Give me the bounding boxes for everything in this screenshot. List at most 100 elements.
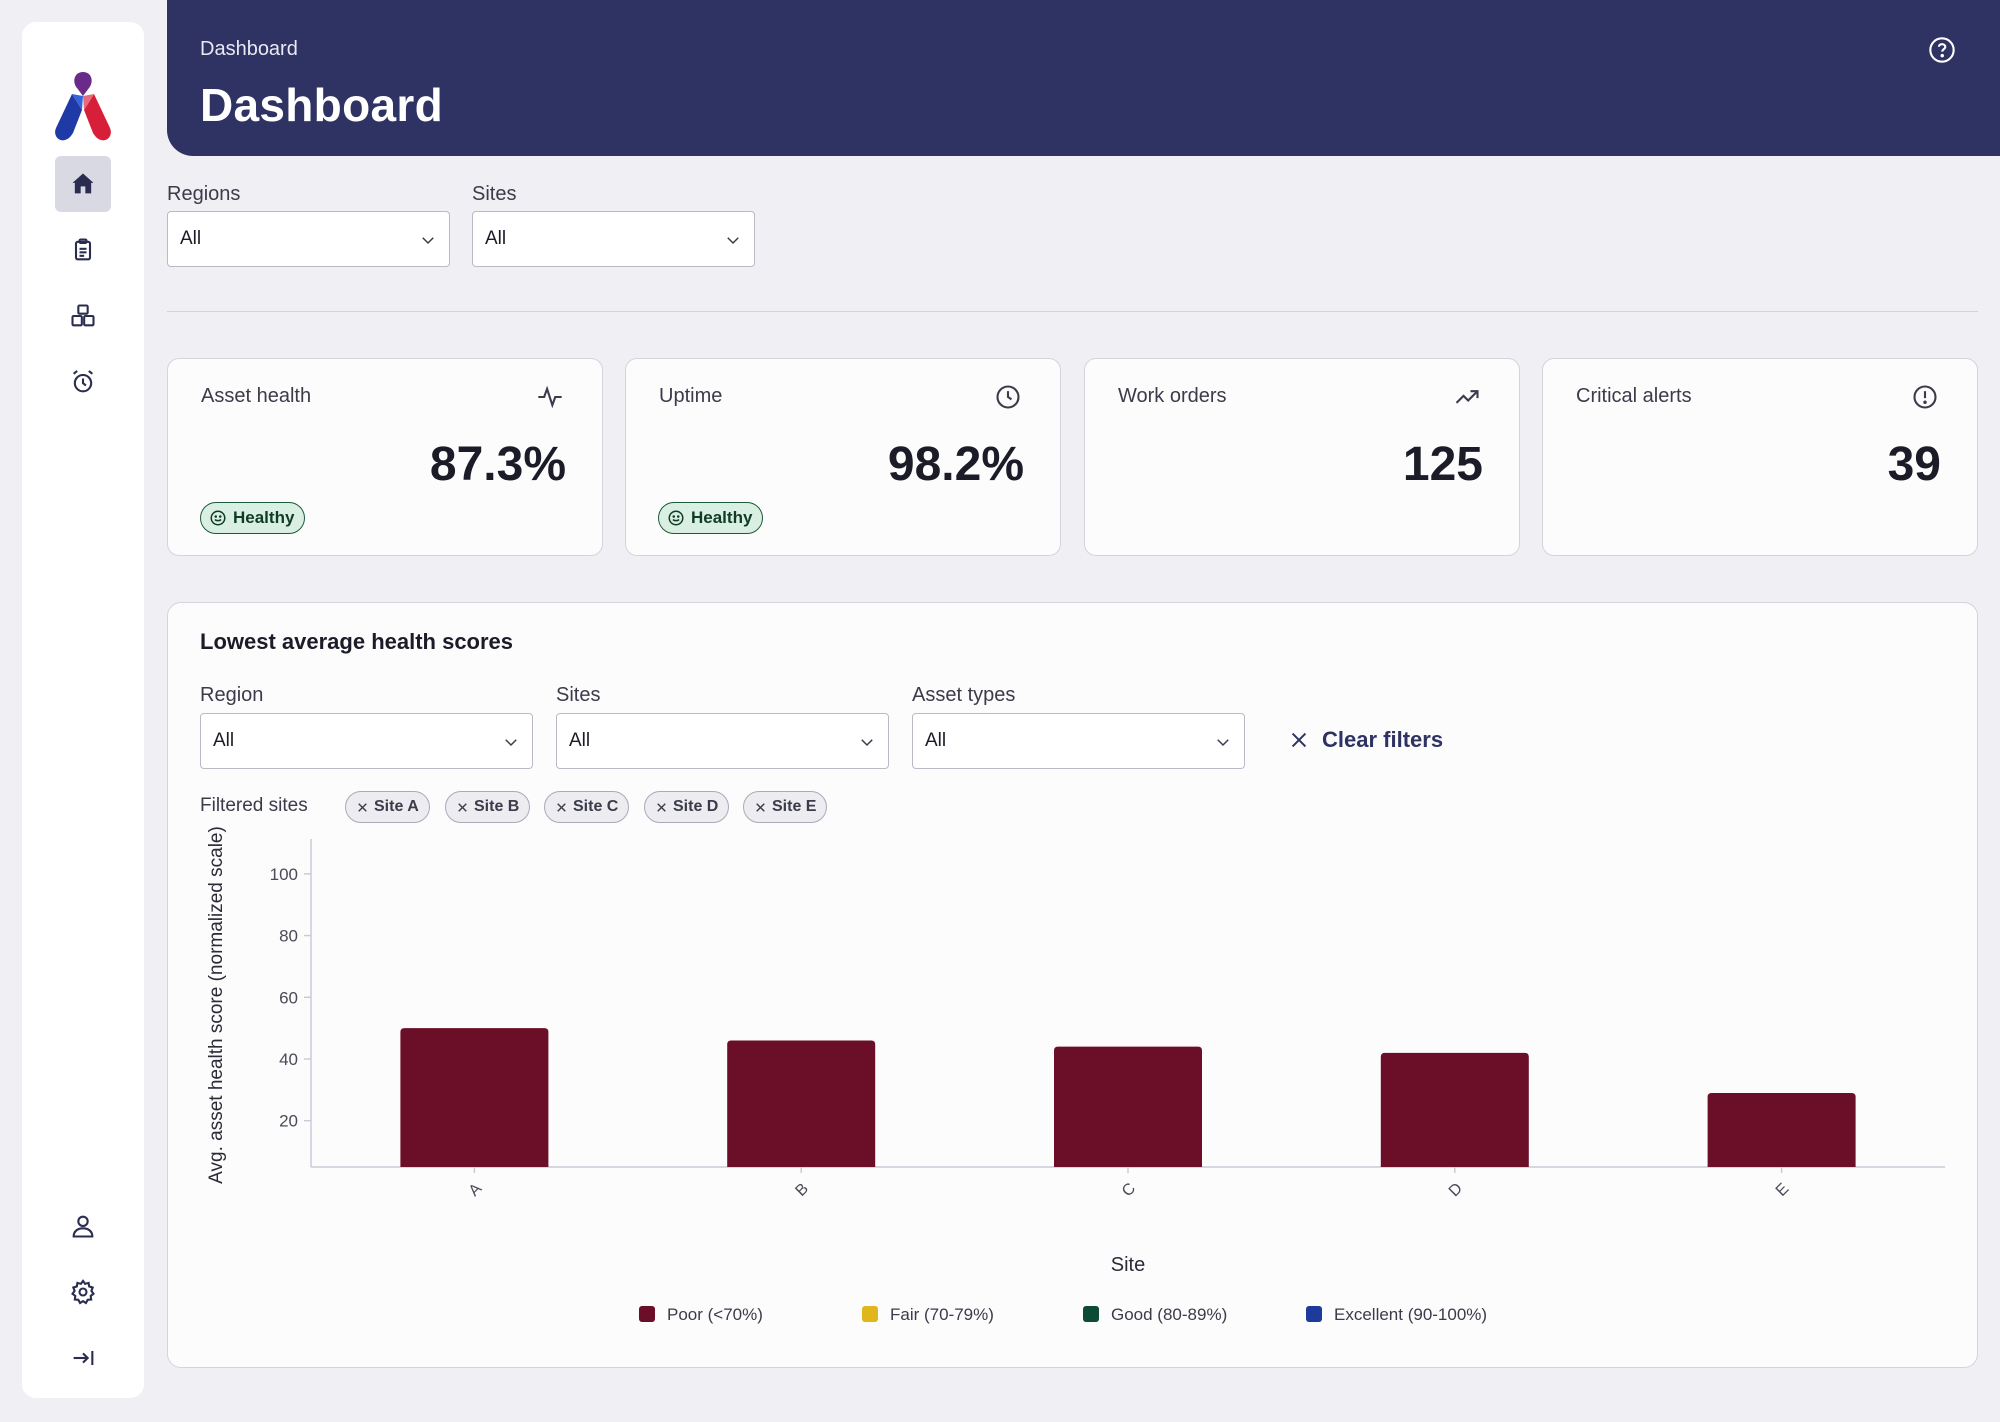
- legend-label: Excellent (90-100%): [1334, 1305, 1487, 1324]
- legend-label: Good (80-89%): [1111, 1305, 1227, 1324]
- kpi-value: 125: [1402, 438, 1483, 491]
- alarm-clock-icon: [72, 370, 94, 393]
- kpi-title: Asset health: [201, 385, 312, 407]
- app-logo: [55, 72, 111, 141]
- nav-assets[interactable]: [55, 288, 111, 344]
- sites-label: Sites: [472, 183, 517, 205]
- chevron-down-icon: [505, 739, 517, 747]
- close-icon: [657, 802, 666, 812]
- nav-work-orders[interactable]: [55, 222, 111, 278]
- kpi-value: 87.3%: [429, 438, 566, 491]
- alert-circle-icon: [1913, 385, 1937, 409]
- site-chip[interactable]: Site C: [544, 791, 630, 823]
- legend-label: Fair (70-79%): [890, 1305, 994, 1324]
- sites-value: All: [485, 228, 507, 249]
- page-header: Dashboard Dashboard: [167, 0, 2000, 156]
- page-title: Dashboard: [200, 79, 443, 131]
- panel-title: Lowest average health scores: [200, 629, 514, 654]
- chip-label: Site E: [772, 798, 817, 815]
- breadcrumb[interactable]: Dashboard: [200, 38, 298, 60]
- chip-label: Site D: [673, 798, 719, 815]
- site-chip[interactable]: Site A: [345, 791, 430, 823]
- clock-icon: [996, 385, 1020, 409]
- divider: [167, 311, 1978, 312]
- kpi-title: Work orders: [1118, 385, 1227, 407]
- close-icon: [1291, 732, 1307, 748]
- chevron-down-icon: [727, 237, 739, 245]
- bar-A: [400, 1028, 549, 1167]
- kpi-card-uptime: Uptime 98.2% Healthy: [625, 358, 1061, 556]
- smile-icon: [668, 510, 684, 526]
- close-icon: [557, 802, 566, 812]
- trending-up-icon: [1455, 390, 1479, 404]
- settings-icon: [71, 1279, 95, 1305]
- sites-value: All: [569, 730, 591, 751]
- nav-alarms[interactable]: [55, 354, 111, 410]
- site-chip[interactable]: Site E: [743, 791, 828, 823]
- site-chip[interactable]: Site B: [445, 791, 531, 823]
- kpi-card-critical-alerts: Critical alerts 39: [1542, 358, 1978, 556]
- bar-B: [727, 1040, 876, 1167]
- chevron-down-icon: [861, 739, 873, 747]
- region-label: Region: [200, 684, 264, 706]
- y-axis-title: Avg. asset health score (normalized scal…: [206, 826, 227, 1184]
- regions-select[interactable]: All: [167, 211, 450, 267]
- asset-types-select[interactable]: All: [912, 713, 1245, 769]
- bar-E: [1707, 1092, 1856, 1167]
- x-tick-label: A: [466, 1180, 486, 1200]
- site-chip[interactable]: Site D: [644, 791, 730, 823]
- panel-sites-select[interactable]: All: [556, 713, 889, 769]
- asset-types-label: Asset types: [912, 684, 1016, 706]
- y-tick-label: 20: [279, 1112, 298, 1131]
- nav-home[interactable]: [55, 156, 111, 212]
- x-axis-title: Site: [1111, 1254, 1145, 1276]
- legend-swatch: [639, 1306, 655, 1322]
- legend-swatch: [1083, 1306, 1099, 1322]
- status-badge: Healthy: [658, 502, 764, 534]
- badge-label: Healthy: [691, 508, 753, 527]
- health-scores-panel: Lowest average health scores Region All …: [167, 602, 1978, 1368]
- close-icon: [756, 802, 765, 812]
- help-icon[interactable]: [1928, 36, 1956, 64]
- clear-filters-button[interactable]: Clear filters: [1288, 727, 1443, 753]
- badge-label: Healthy: [233, 508, 295, 527]
- chip-label: Site A: [374, 798, 419, 815]
- kpi-value: 39: [1887, 438, 1941, 491]
- chevron-down-icon: [1217, 739, 1229, 747]
- sites-select[interactable]: All: [472, 211, 755, 267]
- clipboard-icon: [74, 238, 92, 261]
- boxes-icon: [71, 304, 95, 327]
- x-tick-label: D: [1446, 1180, 1466, 1200]
- y-tick-label: 100: [270, 865, 298, 884]
- kpi-card-asset-health: Asset health 87.3% Healthy: [167, 358, 603, 556]
- collapse-sidebar-button[interactable]: [55, 1330, 111, 1386]
- regions-value: All: [180, 228, 202, 249]
- kpi-title: Critical alerts: [1576, 385, 1692, 407]
- nav-settings[interactable]: [55, 1264, 111, 1320]
- bar-C: [1054, 1046, 1202, 1167]
- chevron-down-icon: [422, 237, 434, 245]
- x-tick-label: E: [1773, 1180, 1793, 1200]
- collapse-icon: [73, 1351, 94, 1365]
- status-badge: Healthy: [200, 502, 306, 534]
- sidebar: [22, 22, 144, 1398]
- user-icon: [72, 1215, 94, 1238]
- y-tick-label: 80: [279, 927, 298, 946]
- sites-label: Sites: [556, 684, 601, 706]
- close-icon: [458, 802, 467, 812]
- region-select[interactable]: All: [200, 713, 533, 769]
- legend-label: Poor (<70%): [667, 1305, 763, 1324]
- kpi-value: 98.2%: [887, 438, 1024, 491]
- nav-profile[interactable]: [55, 1198, 111, 1254]
- y-tick-label: 40: [279, 1050, 298, 1069]
- asset-types-value: All: [925, 730, 947, 751]
- bar-D: [1380, 1052, 1529, 1167]
- legend-swatch: [1306, 1306, 1322, 1322]
- clear-filters-label: Clear filters: [1322, 727, 1444, 752]
- legend-swatch: [862, 1306, 878, 1322]
- y-tick-label: 60: [279, 988, 298, 1007]
- close-icon: [358, 802, 367, 812]
- x-tick-label: B: [792, 1180, 812, 1200]
- region-value: All: [213, 730, 235, 751]
- chip-label: Site C: [573, 798, 619, 815]
